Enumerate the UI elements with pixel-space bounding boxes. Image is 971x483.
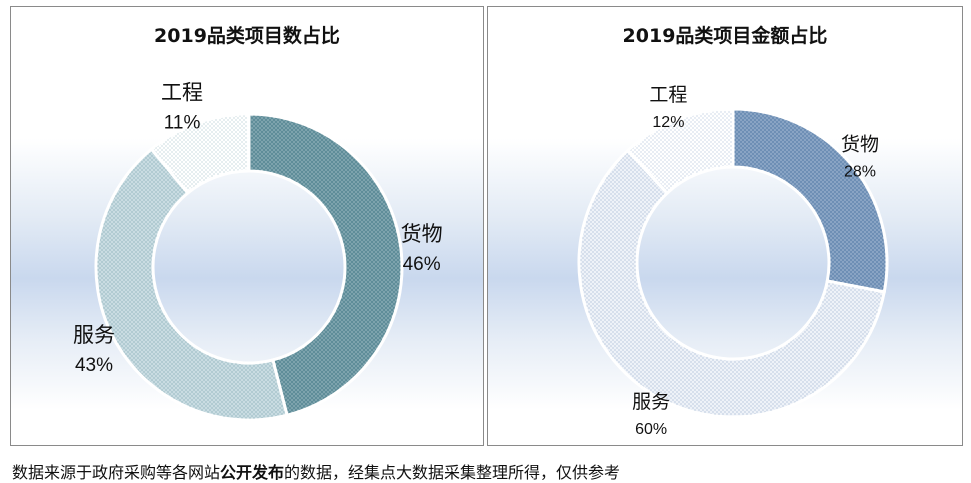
slice-label-name: 工程 — [649, 84, 687, 106]
slice-label-percent: 28% — [844, 164, 876, 181]
donut-slice-goods — [247, 112, 404, 418]
slice-label-percent: 60% — [635, 421, 667, 438]
chart-title: 2019品类项目金额占比 — [622, 25, 828, 47]
slice-label-name: 货物 — [841, 134, 879, 156]
chart-title: 2019品类项目数占比 — [154, 25, 340, 47]
slice-label-name: 服务 — [632, 391, 670, 413]
slice-label-percent: 46% — [403, 254, 441, 275]
donut-slice-service — [94, 146, 289, 422]
slice-label-percent: 12% — [652, 114, 684, 131]
donut-slice-eng — [625, 107, 735, 196]
slice-label-name: 货物 — [401, 222, 443, 246]
chart-panel-amount: 2019品类项目金额占比 货物 28% 服务 60% 工程 12% — [487, 6, 963, 446]
slice-label-name: 服务 — [73, 323, 115, 347]
donut-slice-eng — [149, 112, 251, 196]
donut-slice-goods — [731, 107, 889, 294]
donut-chart-project-count: 货物 46% 服务 43% 工程 11% — [73, 80, 443, 422]
donut-slice-service — [577, 148, 887, 419]
footer-text-bold: 公开发布 — [220, 463, 285, 482]
slice-label-name: 工程 — [161, 80, 203, 104]
chart-panel-project-count: 2019品类项目数占比 货物 46% 服务 43% 工程 11% — [10, 6, 484, 446]
slice-label-percent: 43% — [75, 355, 113, 376]
slice-label-percent: 11% — [164, 112, 201, 133]
donut-chart-amount: 货物 28% 服务 60% 工程 12% — [577, 84, 889, 438]
footer-text-after: 的数据，经集点大数据采集整理所得，仅供参考 — [284, 463, 621, 482]
footer-text-before: 数据来源于政府采购等各网站 — [12, 463, 221, 482]
data-source-note: 数据来源于政府采购等各网站公开发布的数据，经集点大数据采集整理所得，仅供参考 — [12, 459, 620, 483]
